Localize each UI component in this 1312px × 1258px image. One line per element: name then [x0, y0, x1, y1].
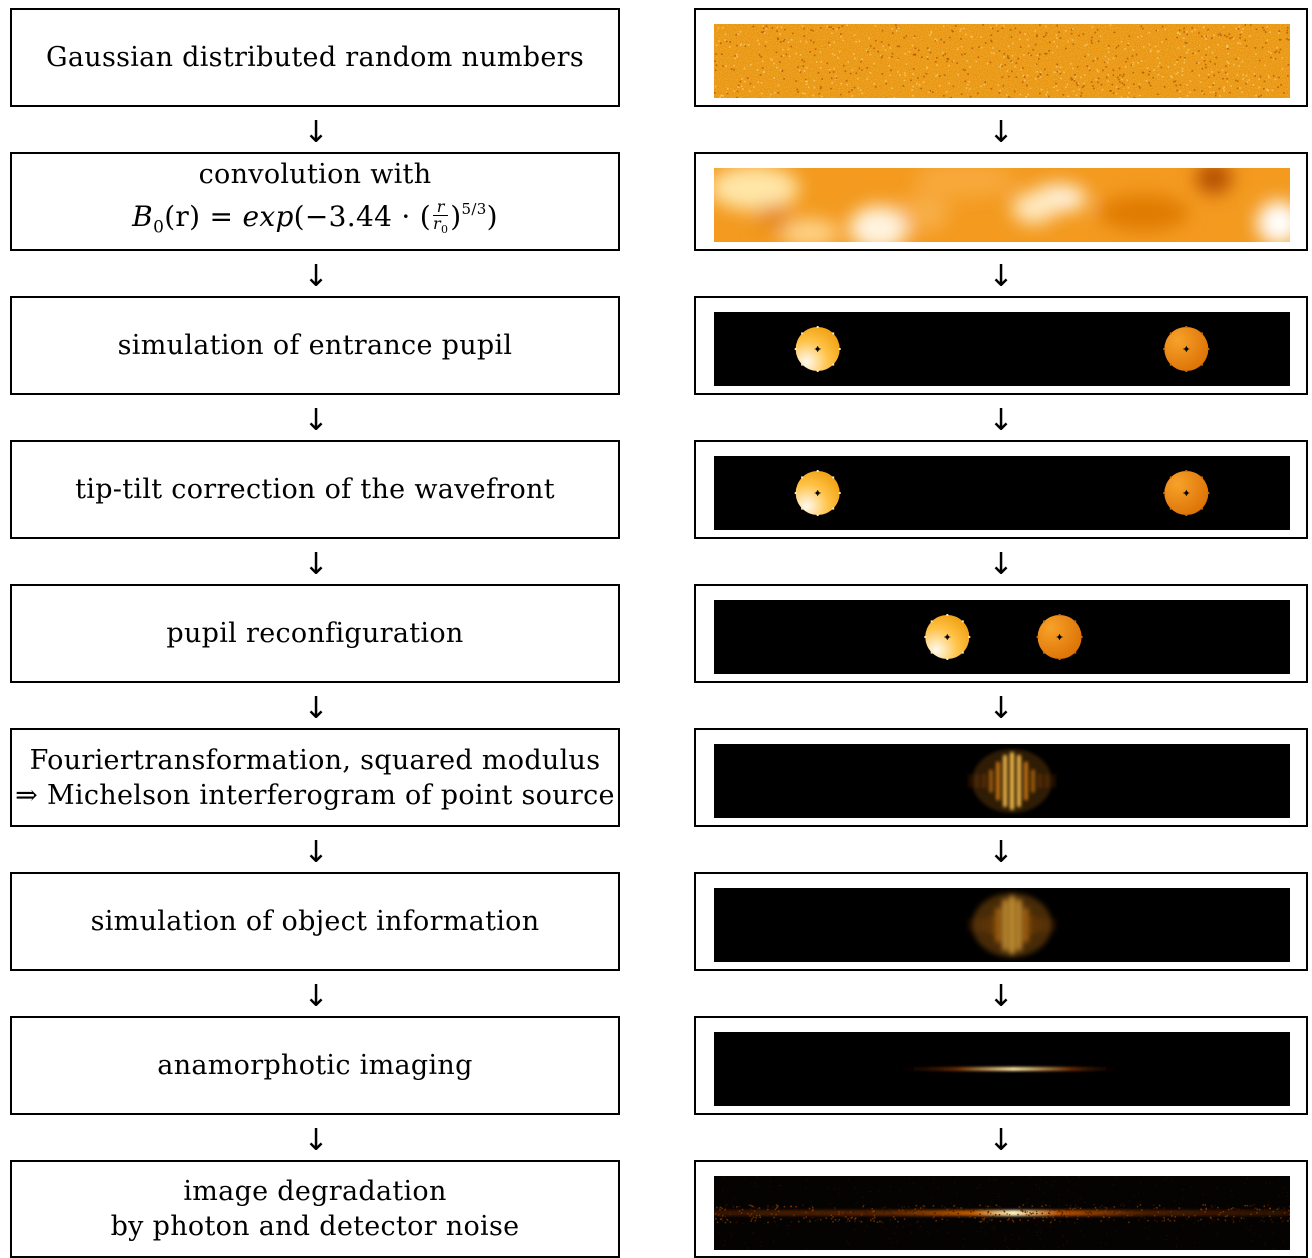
step-label: image degradation	[183, 1176, 447, 1207]
step-label: Fouriertransformation, squared modulus	[29, 744, 601, 776]
image-convolved-phase	[714, 168, 1290, 242]
image-tip-tilt	[714, 456, 1290, 530]
down-arrow: ↓	[988, 403, 1014, 438]
image-random-noise	[714, 24, 1290, 98]
step-fourier-transformation: Fouriertransformation, squared modulus ⇒…	[10, 728, 620, 827]
panel-tip-tilt	[694, 440, 1308, 539]
step-label: by photon and detector noise	[110, 1211, 520, 1242]
step-gaussian-random-numbers: Gaussian distributed random numbers	[10, 8, 620, 107]
down-arrow: ↓	[303, 115, 329, 150]
down-arrow: ↓	[303, 403, 329, 438]
down-arrow: ↓	[988, 259, 1014, 294]
image-pupil-reconfiguration	[714, 600, 1290, 674]
step-anamorphotic-imaging: anamorphotic imaging	[10, 1016, 620, 1115]
panel-entrance-pupil	[694, 296, 1308, 395]
down-arrow: ↓	[988, 1123, 1014, 1158]
step-label: anamorphotic imaging	[157, 1050, 473, 1081]
down-arrow: ↓	[303, 1123, 329, 1158]
step-label: tip-tilt correction of the wavefront	[75, 474, 555, 505]
down-arrow: ↓	[303, 547, 329, 582]
step-label: ⇒ Michelson interferogram of point sourc…	[15, 779, 615, 811]
down-arrow: ↓	[988, 547, 1014, 582]
step-label: simulation of entrance pupil	[117, 330, 513, 361]
step-label: Gaussian distributed random numbers	[45, 42, 585, 73]
panel-interferogram	[694, 728, 1308, 827]
step-label: convolution with	[198, 159, 432, 191]
down-arrow: ↓	[303, 259, 329, 294]
step-pupil-reconfiguration: pupil reconfiguration	[10, 584, 620, 683]
down-arrow: ↓	[988, 115, 1014, 150]
image-degraded	[714, 1176, 1290, 1250]
step-image-degradation: image degradation by photon and detector…	[10, 1160, 620, 1258]
panel-convolved-phase	[694, 152, 1308, 251]
exponent: 5/3	[461, 200, 487, 219]
panel-random-noise	[694, 8, 1308, 107]
step-label: simulation of object information	[90, 906, 540, 937]
panel-anamorphotic	[694, 1016, 1308, 1115]
convolution-formula: B0(r) = exp(−3.44 · (r r0)5/3)	[132, 197, 498, 238]
step-tip-tilt: tip-tilt correction of the wavefront	[10, 440, 620, 539]
step-entrance-pupil: simulation of entrance pupil	[10, 296, 620, 395]
down-arrow: ↓	[988, 835, 1014, 870]
image-object-information	[714, 888, 1290, 962]
r-over-r0-fraction: r r0	[433, 197, 449, 237]
down-arrow: ↓	[988, 979, 1014, 1014]
image-anamorphotic	[714, 1032, 1290, 1106]
panel-pupil-reconfiguration	[694, 584, 1308, 683]
down-arrow: ↓	[988, 691, 1014, 726]
panel-degraded	[694, 1160, 1308, 1258]
image-interferogram	[714, 744, 1290, 818]
down-arrow: ↓	[303, 691, 329, 726]
image-entrance-pupil	[714, 312, 1290, 386]
step-object-information: simulation of object information	[10, 872, 620, 971]
step-label: pupil reconfiguration	[166, 618, 464, 649]
step-convolution: convolution with B0(r) = exp(−3.44 · (r r…	[10, 152, 620, 251]
panel-object-information	[694, 872, 1308, 971]
down-arrow: ↓	[303, 835, 329, 870]
down-arrow: ↓	[303, 979, 329, 1014]
